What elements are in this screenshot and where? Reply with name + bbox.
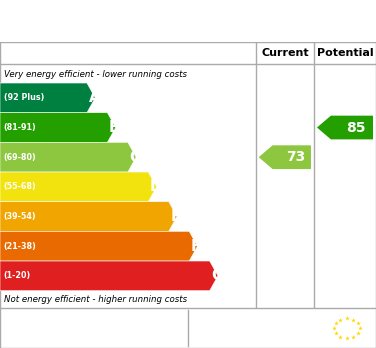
Polygon shape — [259, 145, 311, 169]
Text: (69-80): (69-80) — [4, 153, 36, 162]
Polygon shape — [0, 231, 197, 261]
Text: 85: 85 — [346, 120, 365, 135]
Text: 73: 73 — [286, 150, 305, 164]
Text: Not energy efficient - higher running costs: Not energy efficient - higher running co… — [4, 295, 187, 304]
Polygon shape — [0, 142, 136, 172]
Text: (39-54): (39-54) — [4, 212, 36, 221]
Text: (55-68): (55-68) — [4, 182, 36, 191]
Text: E: E — [170, 209, 180, 224]
Text: (92 Plus): (92 Plus) — [4, 93, 44, 102]
Text: (81-91): (81-91) — [4, 123, 36, 132]
Text: (1-20): (1-20) — [4, 271, 31, 280]
Polygon shape — [0, 83, 95, 113]
Polygon shape — [0, 261, 218, 291]
Text: B: B — [109, 120, 121, 135]
Text: A: A — [88, 90, 100, 105]
Polygon shape — [0, 172, 156, 202]
Text: Potential: Potential — [317, 48, 373, 58]
Text: G: G — [211, 268, 224, 283]
Text: C: C — [129, 150, 141, 165]
Text: Very energy efficient - lower running costs: Very energy efficient - lower running co… — [4, 70, 187, 79]
Text: D: D — [150, 179, 162, 194]
Text: Current: Current — [261, 48, 309, 58]
Polygon shape — [0, 202, 177, 231]
Polygon shape — [0, 113, 116, 142]
Text: Energy Efficiency Rating: Energy Efficiency Rating — [64, 12, 312, 30]
Text: (21-38): (21-38) — [4, 242, 36, 251]
Text: F: F — [191, 239, 201, 254]
Polygon shape — [317, 116, 373, 140]
